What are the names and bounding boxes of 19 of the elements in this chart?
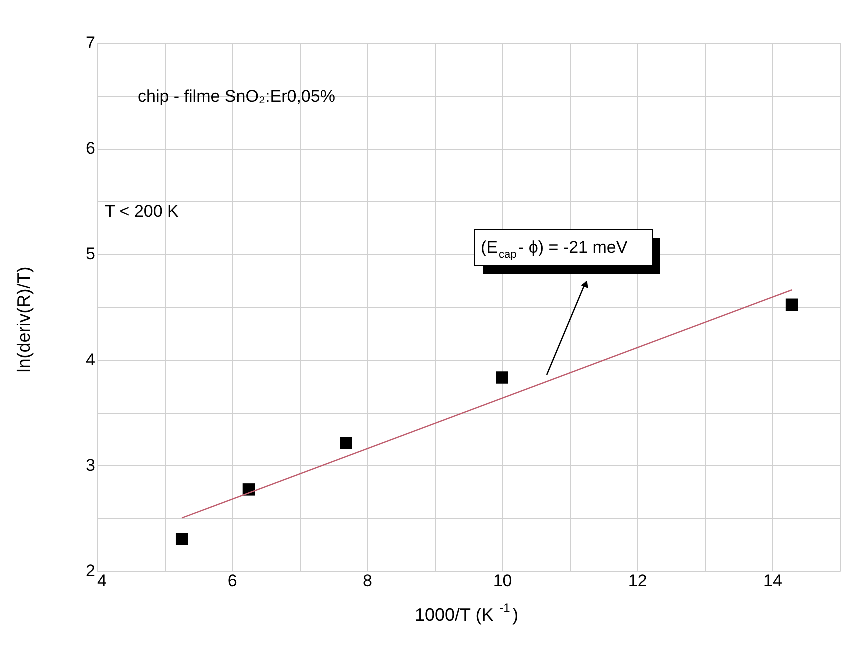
x-tick-label: 14 [763, 572, 782, 590]
y-tick-label: 2 [86, 562, 96, 580]
point [496, 372, 508, 384]
point [340, 437, 352, 450]
x-tick-label: 12 [628, 572, 648, 590]
x-tick-label: 8 [362, 572, 372, 590]
y-tick-label: 4 [86, 350, 96, 370]
x-tick-label: 4 [98, 572, 107, 590]
x-tick-label: 6 [228, 572, 238, 590]
y-tick-label: 7 [86, 34, 96, 52]
y-tick-label: 3 [86, 456, 96, 475]
point [786, 298, 798, 312]
annotation: chip - filme SnO₂:Er0,05% [138, 87, 336, 106]
point [176, 533, 188, 546]
y-tick-label: 6 [86, 139, 96, 158]
x-tick-label: 10 [493, 572, 512, 590]
y-axis-title: ln(deriv(R)/T) [14, 266, 34, 373]
y-tick-label: 5 [86, 244, 96, 264]
annotation: T < 200 K [105, 202, 180, 221]
